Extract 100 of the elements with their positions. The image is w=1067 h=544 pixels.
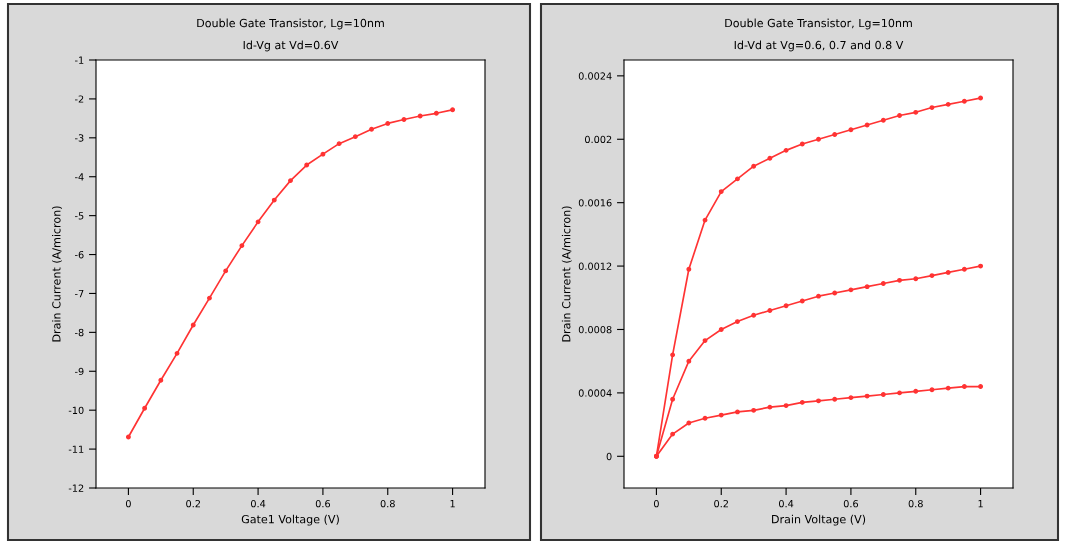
point bbox=[816, 293, 821, 299]
x-tick-label: 0.4 bbox=[250, 499, 266, 508]
point bbox=[718, 189, 724, 195]
point bbox=[864, 122, 870, 128]
chart-title: Double Gate Transistor, Lg=10nm bbox=[197, 18, 384, 30]
point bbox=[913, 109, 919, 115]
point bbox=[799, 141, 805, 147]
y-tick-label: 0.0008 bbox=[578, 325, 612, 334]
point bbox=[832, 132, 838, 137]
y-tick-label: -8 bbox=[74, 328, 84, 337]
y-tick-label: -10 bbox=[68, 406, 84, 415]
x-tick-label: 1 bbox=[978, 500, 983, 508]
point bbox=[799, 298, 805, 304]
x-tick-label: 0.8 bbox=[380, 499, 395, 508]
point bbox=[670, 396, 676, 402]
point bbox=[735, 409, 740, 415]
y-tick-label: -12 bbox=[68, 484, 84, 492]
y-tick-label: -1 bbox=[74, 56, 84, 64]
point bbox=[336, 141, 342, 147]
point bbox=[864, 284, 870, 290]
point bbox=[735, 176, 740, 182]
x-tick-label: 0 bbox=[653, 499, 659, 508]
point bbox=[978, 384, 984, 389]
point bbox=[945, 385, 951, 391]
y-axis-title: Drain Current (A/micron) bbox=[52, 206, 62, 342]
point bbox=[783, 303, 789, 309]
point bbox=[848, 395, 854, 401]
point bbox=[239, 243, 245, 249]
point bbox=[686, 266, 692, 272]
point bbox=[718, 327, 724, 332]
point bbox=[799, 399, 805, 405]
y-tick-label: 0.0012 bbox=[578, 262, 612, 270]
point bbox=[913, 388, 919, 394]
x-tick-label: 0.6 bbox=[315, 499, 331, 508]
chart-title: Double Gate Transistor, Lg=10nm bbox=[725, 18, 912, 30]
point bbox=[125, 434, 131, 440]
x-tick-label: 0.8 bbox=[908, 499, 923, 508]
y-tick-label: 0.0016 bbox=[578, 199, 612, 207]
point bbox=[352, 134, 358, 140]
x-tick-label: 0 bbox=[125, 499, 131, 508]
point bbox=[767, 404, 773, 410]
y-tick-label: -2 bbox=[74, 95, 84, 103]
x-tick-label: 0.4 bbox=[778, 499, 794, 508]
point bbox=[832, 290, 838, 296]
point bbox=[686, 420, 692, 426]
x-axis-title: Gate1 Voltage (V) bbox=[241, 514, 339, 526]
point bbox=[255, 219, 261, 225]
x-tick-label: 1 bbox=[450, 500, 455, 508]
y-tick-label: -9 bbox=[74, 367, 84, 376]
point bbox=[897, 277, 902, 283]
y-tick-label: -6 bbox=[74, 251, 84, 259]
y-tick-label: -7 bbox=[74, 290, 84, 298]
point bbox=[450, 107, 456, 113]
y-tick-label: 0 bbox=[606, 452, 612, 461]
point bbox=[320, 151, 326, 157]
y-tick-label: -4 bbox=[74, 173, 84, 181]
point bbox=[751, 312, 757, 318]
point bbox=[207, 295, 212, 301]
y-tick-label: 0.0024 bbox=[578, 72, 612, 80]
point bbox=[978, 263, 984, 269]
point bbox=[961, 98, 967, 104]
point bbox=[174, 350, 180, 356]
point bbox=[897, 113, 902, 118]
point bbox=[417, 113, 423, 119]
chart-subtitle: Id-Vd at Vg=0.6, 0.7 and 0.8 V bbox=[734, 40, 904, 52]
point bbox=[816, 136, 821, 142]
point bbox=[288, 178, 293, 184]
point bbox=[271, 197, 277, 203]
point bbox=[702, 338, 708, 344]
point bbox=[913, 276, 919, 282]
point bbox=[767, 155, 773, 161]
point bbox=[929, 387, 935, 393]
point bbox=[961, 384, 967, 389]
point bbox=[735, 319, 740, 324]
point bbox=[929, 273, 935, 279]
point bbox=[385, 120, 391, 126]
chart-subtitle: Id-Vg at Vd=0.6V bbox=[243, 40, 339, 52]
y-tick-label: -11 bbox=[68, 445, 84, 453]
point bbox=[880, 392, 886, 397]
point bbox=[686, 358, 692, 364]
y-axis-title: Drain Current (A/micron) bbox=[561, 206, 572, 342]
point bbox=[783, 403, 789, 409]
point bbox=[832, 396, 838, 402]
point bbox=[223, 268, 229, 274]
point bbox=[880, 117, 886, 123]
x-tick-label: 0.6 bbox=[843, 499, 859, 508]
point bbox=[929, 105, 935, 110]
point bbox=[767, 308, 773, 313]
point bbox=[816, 398, 821, 404]
point bbox=[369, 126, 374, 132]
point bbox=[158, 377, 164, 383]
point bbox=[751, 407, 757, 413]
y-tick-label: -3 bbox=[74, 134, 84, 142]
point bbox=[848, 127, 854, 133]
point bbox=[864, 393, 870, 399]
point bbox=[880, 281, 886, 286]
point bbox=[670, 431, 676, 437]
point bbox=[718, 412, 724, 418]
point bbox=[751, 163, 757, 169]
point bbox=[945, 101, 951, 107]
